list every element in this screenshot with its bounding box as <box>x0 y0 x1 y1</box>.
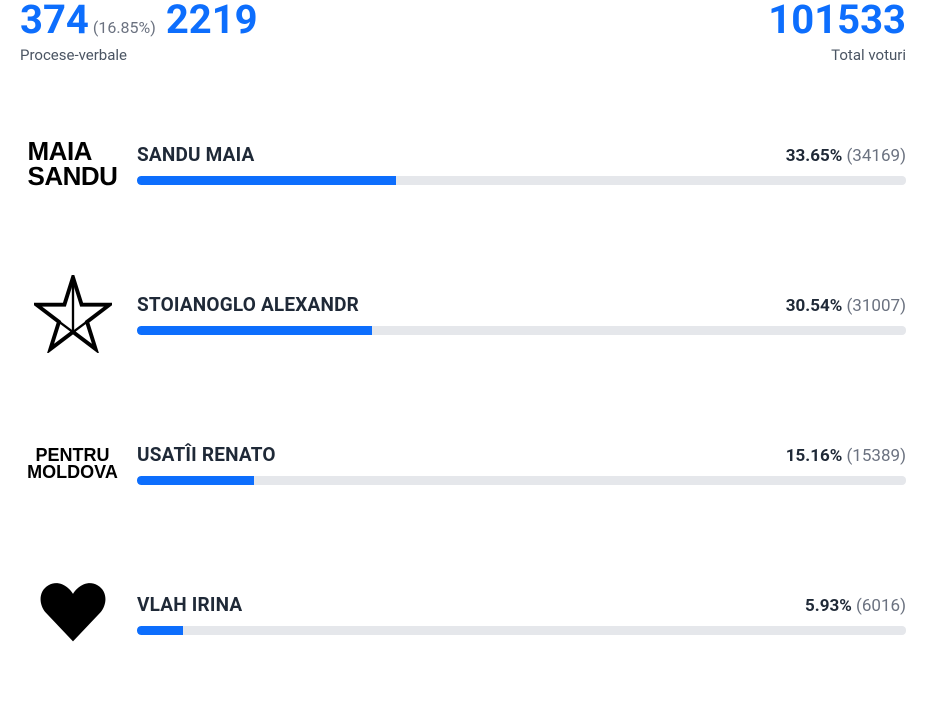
candidate-votes: (34169) <box>846 146 906 166</box>
candidate-percent: 30.54% <box>786 296 843 316</box>
candidate-name: VLAH IRINA <box>137 593 242 616</box>
candidate-votes: (6016) <box>856 596 906 616</box>
candidate-content: STOIANOGLO ALEXANDR 30.54% (31007) <box>137 293 906 335</box>
processed-count: 374 <box>20 0 89 40</box>
candidate-votes: (15389) <box>846 446 906 466</box>
candidate-stats: 30.54% (31007) <box>786 296 906 316</box>
candidate-header: SANDU MAIA 33.65% (34169) <box>137 143 906 166</box>
counts-row: 374 (16.85%) 2219 <box>20 0 258 40</box>
star-icon <box>34 275 112 353</box>
candidate-header: VLAH IRINA 5.93% (6016) <box>137 593 906 616</box>
candidate-logo <box>20 574 125 654</box>
candidate-name: SANDU MAIA <box>137 143 255 166</box>
processed-block: 374 (16.85%) 2219 Procese-verbale <box>20 0 258 64</box>
candidates-list: MAIASANDU SANDU MAIA 33.65% (34169) STOI… <box>20 124 906 654</box>
candidate-name: USATÎI RENATO <box>137 443 276 466</box>
processed-percent: (16.85%) <box>93 18 156 37</box>
candidate-row: VLAH IRINA 5.93% (6016) <box>20 574 906 654</box>
progress-bar-track <box>137 476 906 485</box>
candidate-content: VLAH IRINA 5.93% (6016) <box>137 593 906 635</box>
candidate-content: USATÎI RENATO 15.16% (15389) <box>137 443 906 485</box>
processed-label: Procese-verbale <box>20 46 258 64</box>
candidate-row: MAIASANDU SANDU MAIA 33.65% (34169) <box>20 124 906 204</box>
total-stations: 2219 <box>166 0 258 40</box>
pentru-moldova-logo: PENTRUMOLDOVA <box>27 447 118 481</box>
candidate-logo <box>20 274 125 354</box>
progress-bar-fill <box>137 176 396 185</box>
candidate-name: STOIANOGLO ALEXANDR <box>137 293 359 316</box>
candidate-header: STOIANOGLO ALEXANDR 30.54% (31007) <box>137 293 906 316</box>
progress-bar-track <box>137 626 906 635</box>
candidate-stats: 15.16% (15389) <box>786 446 906 466</box>
maia-sandu-logo: MAIASANDU <box>28 139 118 188</box>
candidate-percent: 33.65% <box>786 146 843 166</box>
total-votes-label: Total voturi <box>831 46 906 64</box>
candidate-stats: 33.65% (34169) <box>786 146 906 166</box>
candidate-row: PENTRUMOLDOVA USATÎI RENATO 15.16% (1538… <box>20 424 906 504</box>
progress-bar-track <box>137 326 906 335</box>
candidate-logo: MAIASANDU <box>20 124 125 204</box>
candidate-percent: 15.16% <box>786 446 843 466</box>
total-votes-block: 101533 Total voturi <box>768 0 906 64</box>
candidate-header: USATÎI RENATO 15.16% (15389) <box>137 443 906 466</box>
results-header: 374 (16.85%) 2219 Procese-verbale 101533… <box>20 0 906 64</box>
candidate-votes: (31007) <box>846 296 906 316</box>
candidate-percent: 5.93% <box>805 596 852 616</box>
heart-icon <box>37 578 109 650</box>
progress-bar-fill <box>137 326 372 335</box>
progress-bar-track <box>137 176 906 185</box>
candidate-stats: 5.93% (6016) <box>805 596 906 616</box>
progress-bar-fill <box>137 476 254 485</box>
total-votes: 101533 <box>768 0 906 40</box>
candidate-content: SANDU MAIA 33.65% (34169) <box>137 143 906 185</box>
progress-bar-fill <box>137 626 183 635</box>
candidate-row: STOIANOGLO ALEXANDR 30.54% (31007) <box>20 274 906 354</box>
candidate-logo: PENTRUMOLDOVA <box>20 424 125 504</box>
